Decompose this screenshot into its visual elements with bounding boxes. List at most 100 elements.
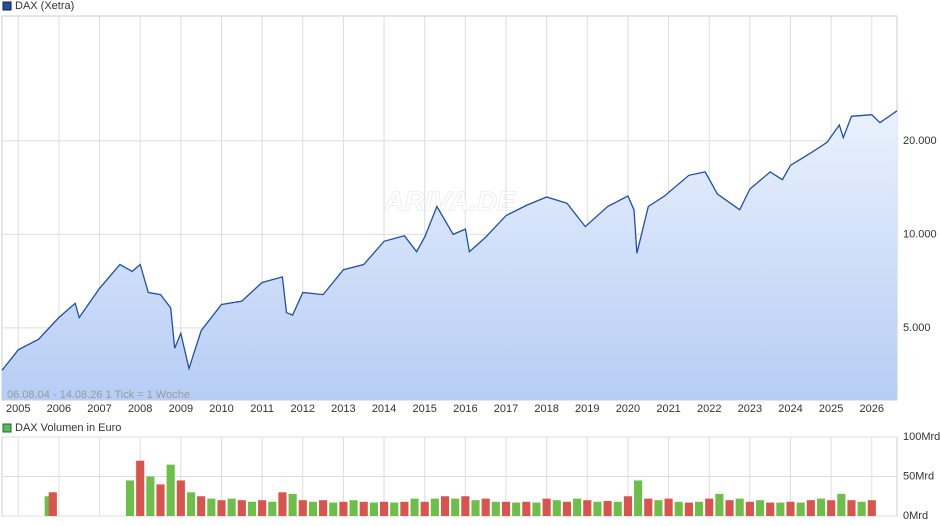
volume-bar	[237, 500, 246, 516]
volume-bar	[268, 501, 277, 516]
y-tick-label: 100Mrd	[903, 431, 940, 443]
volume-bar	[339, 501, 348, 516]
x-tick-label: 2026	[860, 403, 884, 415]
x-tick-label: 2010	[209, 403, 233, 415]
volume-bar	[766, 502, 775, 516]
volume-bar	[48, 492, 57, 516]
y-tick-label: 50Mrd	[903, 470, 934, 482]
x-tick-label: 2009	[169, 403, 193, 415]
volume-bar	[186, 492, 196, 516]
volume-bar	[816, 498, 826, 516]
subtitle: 06.08.04 - 14.08.26 1 Tick = 1 Woche	[7, 389, 190, 401]
volume-bar	[491, 501, 500, 516]
volume-bar	[146, 476, 155, 516]
volume-bar	[390, 502, 399, 516]
volume-bar	[806, 500, 815, 516]
legend-label: DAX Volumen in Euro	[15, 422, 121, 434]
volume-bar	[583, 500, 592, 516]
volume-bar	[278, 492, 287, 516]
volume-bar	[542, 498, 551, 516]
volume-bar	[522, 501, 531, 516]
x-tick-label: 2011	[250, 403, 274, 415]
x-tick-label: 2014	[372, 403, 396, 415]
volume-bar	[308, 501, 317, 516]
volume-bar	[644, 498, 653, 516]
volume-bar	[319, 500, 328, 516]
volume-bar	[176, 480, 185, 516]
volume-bar	[481, 498, 490, 516]
volume-bar	[725, 500, 734, 516]
volume-bar	[705, 498, 714, 516]
area	[2, 110, 897, 401]
volume-bar	[593, 501, 602, 516]
volume-bar	[125, 480, 135, 516]
volume-bar	[715, 493, 724, 516]
volume-bar	[349, 500, 358, 516]
volume-bar	[827, 500, 836, 516]
volume-bar	[786, 501, 795, 516]
volume-bar	[227, 498, 236, 516]
volume-bar	[166, 464, 175, 516]
volume-bar	[634, 480, 643, 516]
y-tick-label: 5.000	[903, 322, 931, 334]
volume-bar	[501, 501, 511, 516]
x-tick-label: 2017	[494, 403, 518, 415]
volume-bar	[247, 501, 257, 516]
x-tick-label: 2006	[47, 403, 71, 415]
volume-bar	[735, 498, 744, 516]
volume-bar	[359, 501, 368, 516]
volume-bar	[136, 460, 145, 516]
volume-bar	[288, 493, 297, 516]
volume-bar	[613, 501, 622, 516]
y-tick-label: 20.000	[903, 135, 937, 147]
volume-bar	[369, 502, 378, 516]
volume-bar	[156, 484, 165, 516]
volume-bar	[755, 500, 765, 516]
volume-bar	[329, 502, 338, 516]
volume-bar	[796, 502, 805, 516]
volume-bar	[298, 500, 307, 516]
volume-bar	[847, 500, 856, 516]
legend-swatch	[2, 1, 12, 11]
x-tick-label: 2015	[412, 403, 436, 415]
x-tick-label: 2016	[453, 403, 477, 415]
volume-bar	[430, 498, 439, 516]
price-line	[1, 110, 898, 371]
volume-bar	[552, 500, 561, 516]
x-tick-label: 2008	[128, 403, 152, 415]
x-tick-label: 2019	[575, 403, 599, 415]
x-tick-label: 2007	[87, 403, 111, 415]
legend-swatch	[2, 423, 12, 433]
volume-bar	[623, 496, 632, 516]
y-tick-label: 0Mrd	[903, 510, 928, 522]
x-tick-label: 2013	[331, 403, 355, 415]
volume-bar	[684, 502, 693, 516]
volume-bar	[562, 501, 572, 516]
volume-bar	[440, 496, 450, 516]
volume-bar	[410, 498, 419, 516]
volume-bar	[471, 500, 480, 516]
volume-bar	[217, 500, 226, 516]
volume-bar	[532, 502, 541, 516]
volume-bar	[837, 493, 846, 516]
volume-bar	[400, 501, 409, 516]
x-tick-label: 2018	[534, 403, 558, 415]
volume-bar	[512, 502, 521, 516]
volume-bar	[664, 498, 673, 516]
volume-bar	[258, 500, 267, 516]
x-tick-label: 2022	[697, 403, 721, 415]
x-tick-label: 2024	[778, 403, 802, 415]
volume-bar	[420, 501, 429, 516]
volume-bar	[654, 500, 663, 516]
volume-bar	[745, 501, 754, 516]
volume-bar	[461, 496, 470, 516]
volume-bar	[451, 498, 460, 516]
volume-bar	[867, 500, 876, 516]
legend-label: DAX (Xetra)	[15, 0, 74, 12]
volume-bar	[603, 500, 612, 516]
volume-bar	[197, 496, 206, 516]
x-tick-label: 2025	[819, 403, 843, 415]
x-tick-label: 2012	[291, 403, 315, 415]
x-tick-label: 2021	[656, 403, 680, 415]
